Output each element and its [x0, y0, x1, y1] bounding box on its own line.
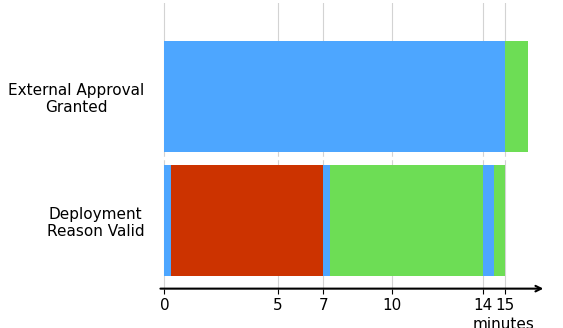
Text: minutes: minutes — [473, 317, 535, 328]
Bar — [164, 165, 171, 276]
Bar — [171, 165, 324, 276]
Bar — [164, 40, 505, 152]
Bar — [482, 165, 494, 276]
Bar — [324, 165, 330, 276]
Bar — [494, 165, 505, 276]
Bar — [330, 165, 482, 276]
Bar — [505, 40, 528, 152]
